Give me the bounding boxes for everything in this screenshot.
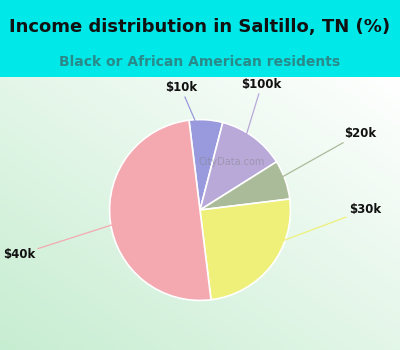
Wedge shape <box>110 120 211 300</box>
Wedge shape <box>200 199 290 300</box>
Wedge shape <box>200 162 290 210</box>
Text: $30k: $30k <box>256 203 381 251</box>
Text: Black or African American residents: Black or African American residents <box>60 55 340 69</box>
Text: $10k: $10k <box>165 81 203 140</box>
Text: $40k: $40k <box>3 219 130 261</box>
Text: Income distribution in Saltillo, TN (%): Income distribution in Saltillo, TN (%) <box>10 18 390 36</box>
Wedge shape <box>200 122 276 210</box>
Text: $20k: $20k <box>266 127 376 186</box>
Text: CityData.com: CityData.com <box>199 157 265 167</box>
Wedge shape <box>189 120 223 210</box>
Text: $100k: $100k <box>241 78 282 153</box>
